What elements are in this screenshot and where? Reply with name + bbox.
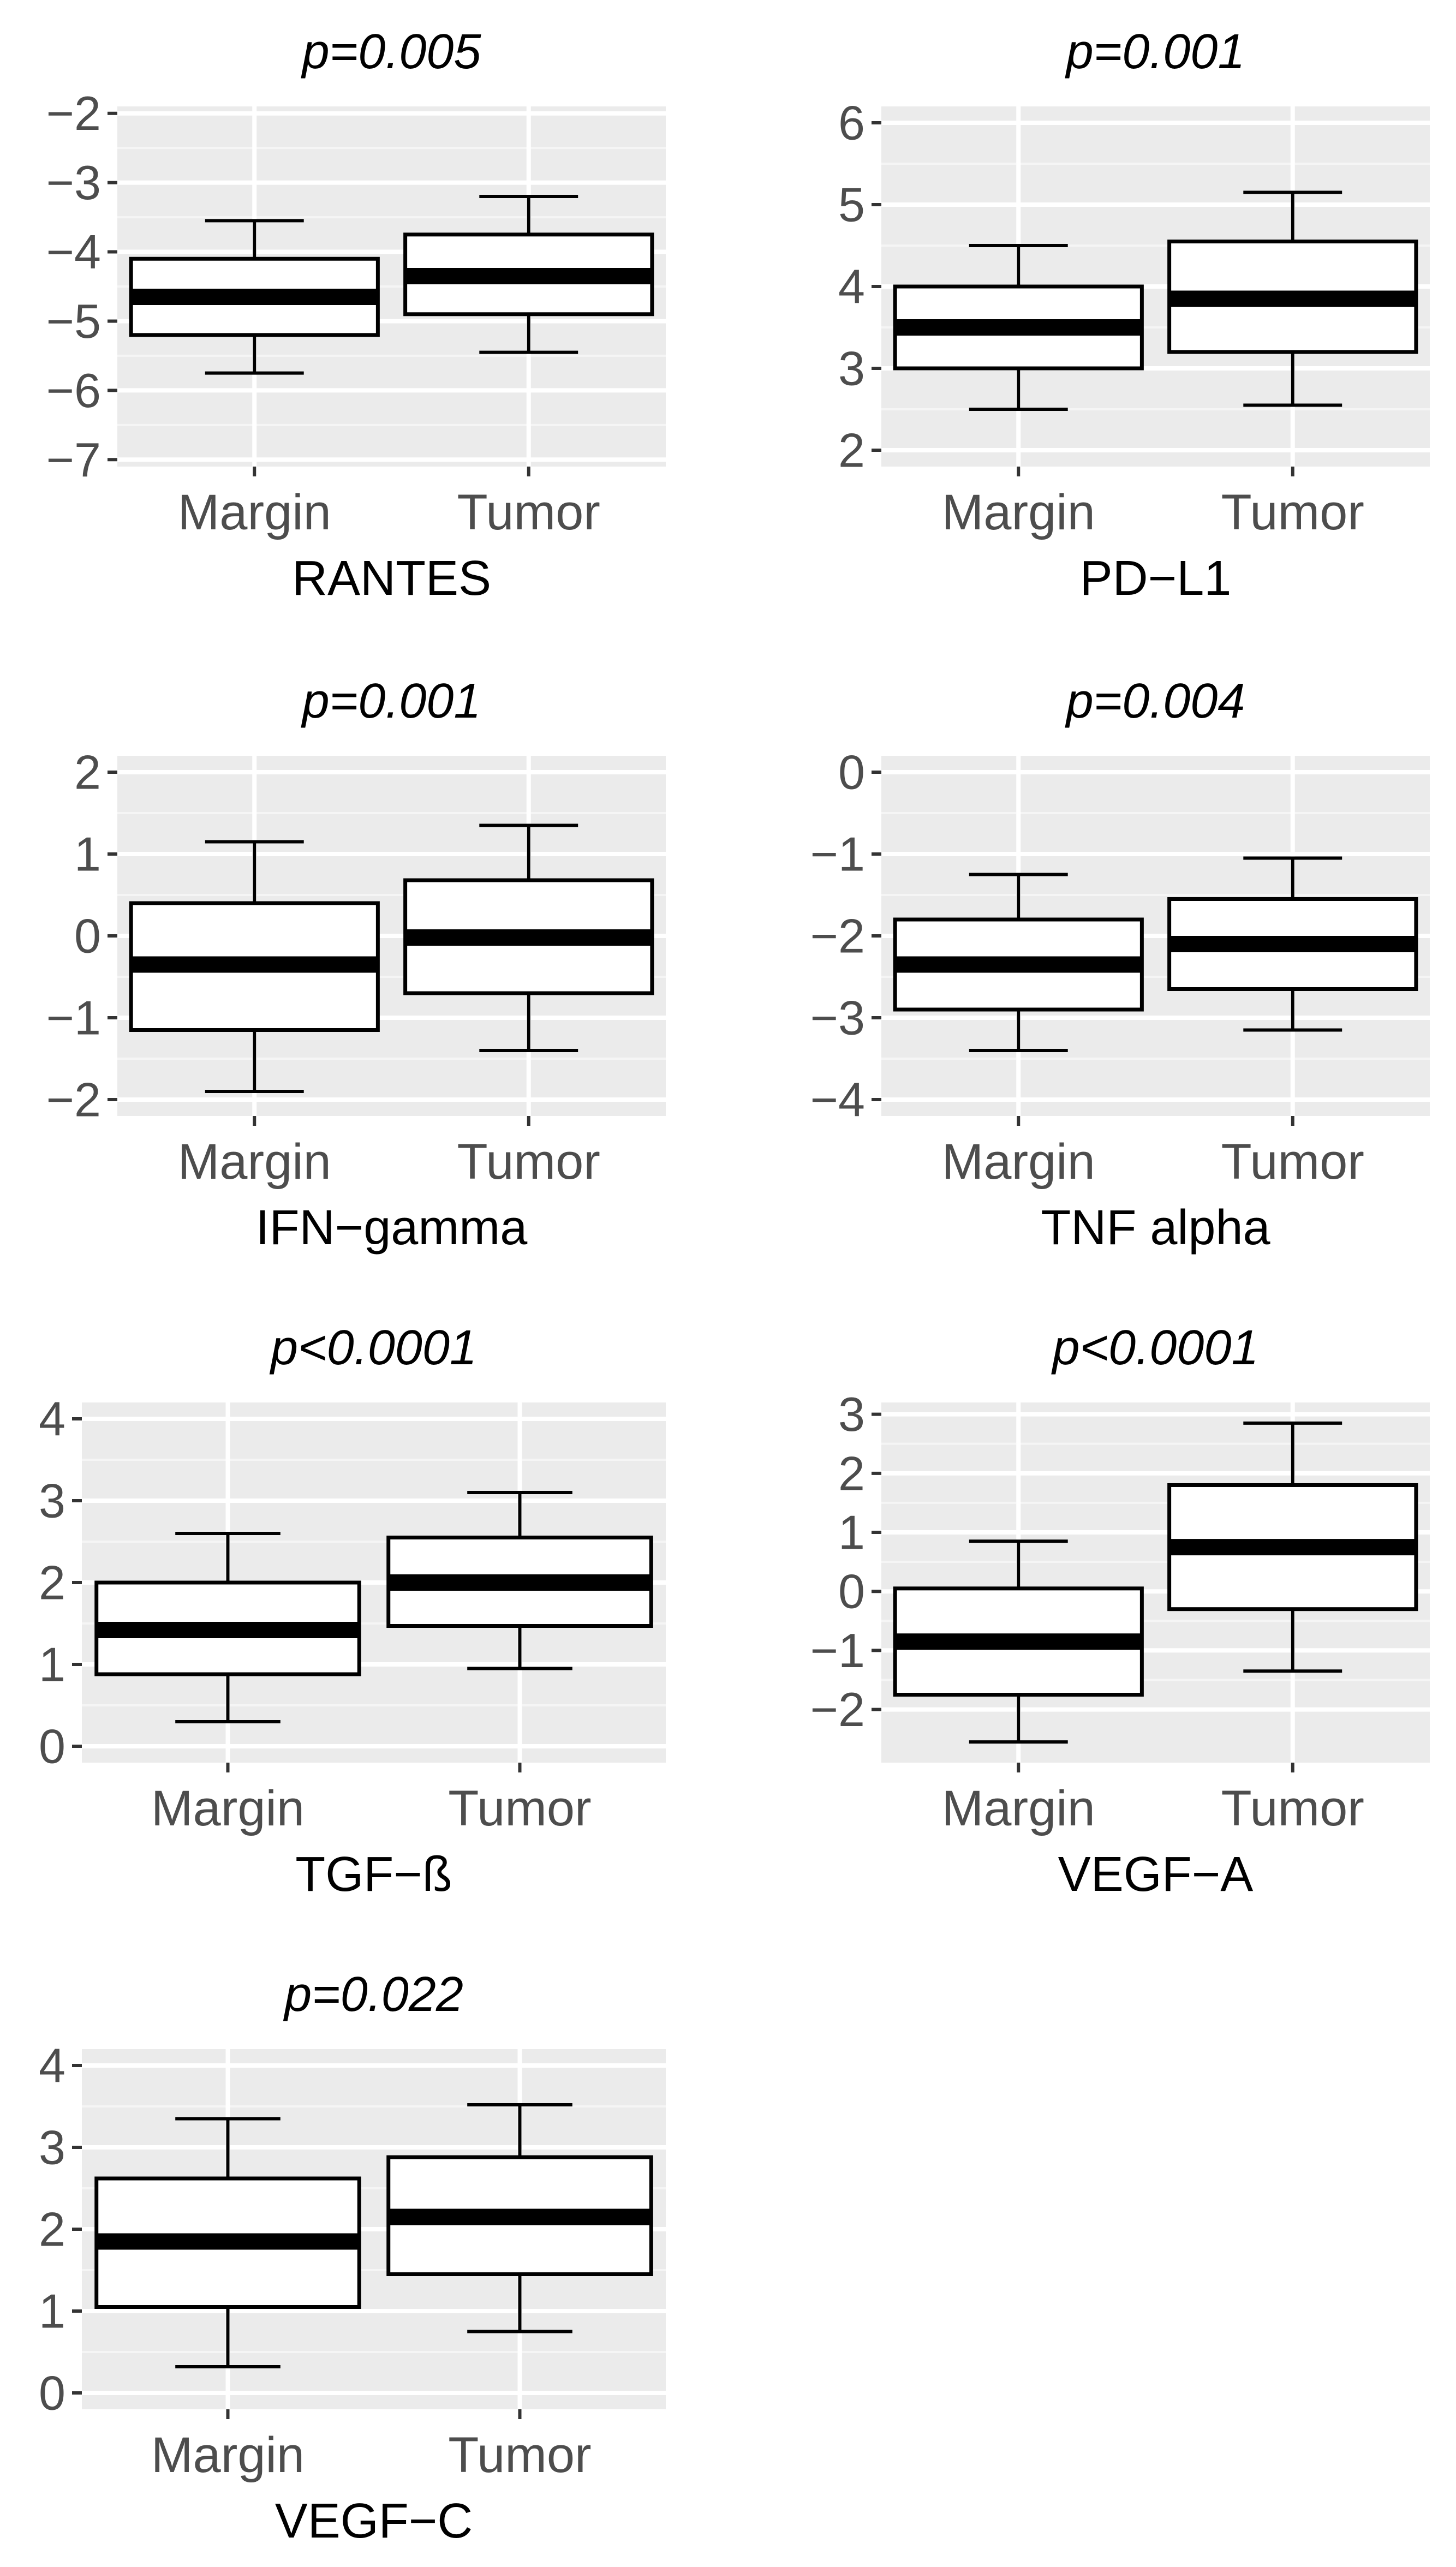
x-tick-label: Tumor <box>457 485 600 540</box>
panel-title: p=0.001 <box>1065 25 1245 79</box>
panel-title: p=0.004 <box>1065 674 1245 729</box>
y-tick-label: −4 <box>810 1073 865 1127</box>
panel-title: p<0.0001 <box>269 1321 477 1375</box>
y-tick-label: 1 <box>74 827 101 881</box>
x-tick-label: Margin <box>178 485 331 540</box>
y-tick-label: −1 <box>46 991 101 1045</box>
panel-title: p=0.022 <box>283 1967 463 2022</box>
y-tick-label: 0 <box>838 745 865 799</box>
y-tick-label: 0 <box>39 2366 65 2420</box>
box-margin <box>129 840 380 1093</box>
y-tick-label: 1 <box>39 2284 65 2338</box>
box-margin <box>893 1539 1144 1744</box>
x-tick-label: Tumor <box>1221 485 1364 540</box>
chart-panel-1: −2 −3 −4 −5 −6 −7 Margin Tumor p=0.005 RANTES <box>46 25 666 606</box>
y-tick-label: 4 <box>838 260 865 314</box>
y-tick-label: −2 <box>46 86 101 140</box>
x-axis-label: VEGF−A <box>1058 1847 1254 1902</box>
y-tick-label: 2 <box>39 2202 65 2256</box>
x-tick-label: Margin <box>942 1781 1095 1836</box>
x-tick-label: Tumor <box>1221 1134 1364 1190</box>
chart-panel-4: 0 −1 −2 −3 −4 Margin Tumor p=0.004 TNF alpha <box>810 674 1430 1255</box>
x-tick-label: Tumor <box>457 1134 600 1190</box>
y-tick-label: −6 <box>46 363 101 417</box>
y-tick-label: −1 <box>810 1623 865 1677</box>
x-tick-label: Tumor <box>448 1781 591 1836</box>
x-tick-label: Margin <box>151 2427 305 2483</box>
y-tick-label: 3 <box>838 342 865 396</box>
chart-panel-5: 4 3 2 1 0 Margin Tumor p<0.0001 TGF−ß <box>39 1321 666 1902</box>
x-tick-label: Margin <box>178 1134 331 1190</box>
x-tick-label: Margin <box>942 1134 1095 1190</box>
y-tick-label: 2 <box>74 745 101 799</box>
box-tumor <box>403 195 654 354</box>
y-tick-label: 2 <box>838 1446 865 1500</box>
box-margin <box>94 1532 361 1723</box>
y-tick-label: −3 <box>810 991 865 1045</box>
y-tick-label: 2 <box>39 1556 65 1610</box>
y-tick-label: 1 <box>39 1638 65 1692</box>
y-tick-label: −2 <box>46 1073 101 1127</box>
y-tick-label: 3 <box>39 2121 65 2175</box>
y-tick-label: 3 <box>838 1387 865 1441</box>
box-margin <box>129 219 380 375</box>
panel-title: p<0.0001 <box>1051 1321 1259 1375</box>
box-margin <box>893 873 1144 1052</box>
chart-panel-3: 2 1 0 −1 −2 Margin Tumor p=0.001 IFN−gamma <box>46 674 666 1255</box>
y-tick-label: −3 <box>46 156 101 210</box>
y-tick-label: −1 <box>810 827 865 881</box>
y-tick-label: 4 <box>39 2039 65 2093</box>
y-tick-label: 2 <box>838 423 865 477</box>
box-margin <box>893 244 1144 411</box>
y-tick-label: 3 <box>39 1474 65 1528</box>
y-tick-label: −4 <box>46 225 101 279</box>
y-tick-label: 6 <box>838 96 865 150</box>
panel-title: p=0.005 <box>301 25 482 79</box>
box-tumor <box>403 823 654 1052</box>
y-tick-label: −5 <box>46 294 101 348</box>
box-tumor <box>386 2103 653 2333</box>
x-axis-label: TNF alpha <box>1041 1201 1270 1255</box>
y-tick-label: −7 <box>46 433 101 487</box>
x-axis-label: VEGF−C <box>275 2494 473 2548</box>
y-tick-label: −2 <box>810 1682 865 1736</box>
x-tick-label: Margin <box>942 485 1095 540</box>
x-tick-label: Tumor <box>1221 1781 1364 1836</box>
box-margin <box>94 2117 361 2368</box>
chart-panel-2: 2 3 4 5 6 Margin Tumor p=0.001 PD−L1 <box>838 25 1430 606</box>
chart-panel-6: 32 10−1−2 Margin Tumor p<0.0001 VEGF−A <box>810 1321 1430 1902</box>
y-tick-label: −2 <box>810 909 865 963</box>
panel-title: p=0.001 <box>301 674 481 729</box>
y-tick-label: 1 <box>838 1506 865 1560</box>
y-tick-label: 0 <box>838 1565 865 1619</box>
box-tumor <box>386 1491 653 1670</box>
y-tick-label: 0 <box>39 1720 65 1774</box>
y-tick-label: 4 <box>39 1392 65 1446</box>
x-axis-label: RANTES <box>292 551 491 606</box>
box-tumor <box>1167 190 1418 407</box>
x-tick-label: Margin <box>151 1781 305 1836</box>
box-tumor <box>1167 856 1418 1032</box>
y-tick-label: 0 <box>74 909 101 963</box>
chart-panel-7: 4 3 2 1 0 Margin Tumor p=0.022 VEGF−C <box>39 1967 666 2548</box>
x-axis-label: IFN−gamma <box>256 1201 528 1255</box>
x-axis-label: PD−L1 <box>1080 551 1232 606</box>
x-tick-label: Tumor <box>448 2427 591 2483</box>
x-axis-label: TGF−ß <box>295 1847 452 1902</box>
y-tick-label: 5 <box>838 178 865 232</box>
box-tumor <box>1167 1421 1418 1673</box>
